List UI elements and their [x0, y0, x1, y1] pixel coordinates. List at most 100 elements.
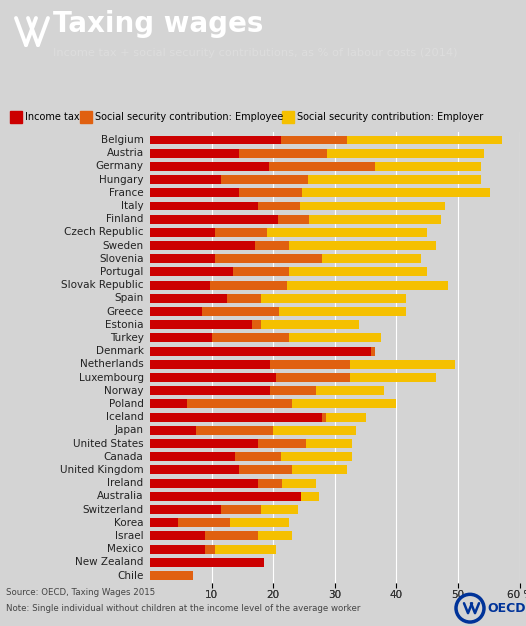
Bar: [150, 321, 251, 329]
Bar: [291, 466, 347, 475]
Bar: [308, 175, 481, 184]
Text: Canada: Canada: [104, 452, 144, 462]
Bar: [150, 545, 205, 553]
Text: Ireland: Ireland: [107, 478, 144, 488]
Bar: [269, 162, 375, 171]
Bar: [251, 321, 261, 329]
Bar: [80, 111, 92, 123]
Bar: [150, 202, 258, 210]
Bar: [258, 531, 291, 540]
Bar: [280, 135, 347, 145]
Bar: [150, 479, 258, 488]
Text: Germany: Germany: [96, 162, 144, 172]
Bar: [239, 466, 291, 475]
Text: Slovenia: Slovenia: [99, 254, 144, 264]
Text: Luxembourg: Luxembourg: [78, 372, 144, 382]
Bar: [233, 267, 289, 277]
Text: Spain: Spain: [114, 294, 144, 304]
Text: Korea: Korea: [114, 518, 144, 528]
Text: Norway: Norway: [104, 386, 144, 396]
Text: United States: United States: [73, 439, 144, 449]
Bar: [150, 531, 205, 540]
Text: Iceland: Iceland: [106, 412, 144, 422]
Bar: [150, 452, 235, 461]
Bar: [235, 452, 281, 461]
Bar: [205, 531, 258, 540]
Bar: [10, 111, 22, 123]
Bar: [239, 188, 302, 197]
Bar: [205, 545, 215, 553]
Text: Belgium: Belgium: [100, 135, 144, 145]
Bar: [370, 347, 375, 356]
Text: Czech Republic: Czech Republic: [64, 227, 144, 237]
Text: Hungary: Hungary: [99, 175, 144, 185]
Bar: [289, 267, 427, 277]
Bar: [301, 492, 319, 501]
Bar: [150, 439, 258, 448]
Bar: [150, 294, 227, 303]
Text: Denmark: Denmark: [96, 346, 144, 356]
Bar: [258, 202, 300, 210]
Bar: [178, 518, 230, 527]
Bar: [227, 294, 261, 303]
Text: Social security contribution: Employer: Social security contribution: Employer: [297, 112, 483, 122]
Bar: [150, 215, 278, 223]
Bar: [221, 505, 261, 514]
Text: Income tax + social security contributions, as % of labour costs (2014): Income tax + social security contributio…: [53, 48, 458, 58]
Bar: [347, 135, 502, 145]
Text: Australia: Australia: [97, 491, 144, 501]
Bar: [150, 334, 211, 342]
Text: Finland: Finland: [106, 214, 144, 224]
Bar: [239, 149, 327, 158]
Bar: [281, 452, 352, 461]
Bar: [278, 215, 309, 223]
Text: Note: Single individual without children at the income level of the average work: Note: Single individual without children…: [6, 604, 360, 613]
Bar: [150, 175, 221, 184]
Bar: [150, 558, 264, 567]
Text: Greece: Greece: [106, 307, 144, 317]
Bar: [279, 307, 406, 316]
Bar: [150, 386, 270, 395]
Bar: [150, 149, 239, 158]
Bar: [230, 518, 289, 527]
Bar: [326, 413, 366, 422]
Bar: [309, 215, 441, 223]
Bar: [258, 479, 282, 488]
Bar: [150, 280, 210, 290]
Bar: [258, 439, 306, 448]
Bar: [273, 426, 357, 435]
Bar: [150, 413, 322, 422]
Bar: [150, 399, 187, 408]
Bar: [150, 426, 196, 435]
Bar: [215, 545, 276, 553]
Bar: [350, 360, 455, 369]
Text: Income tax: Income tax: [25, 112, 79, 122]
Text: OECD: OECD: [487, 602, 525, 615]
Text: Netherlands: Netherlands: [80, 359, 144, 369]
Bar: [281, 111, 294, 123]
Text: New Zealand: New Zealand: [75, 557, 144, 567]
Bar: [211, 334, 289, 342]
Bar: [261, 505, 298, 514]
Bar: [350, 373, 437, 382]
Text: Taxing wages: Taxing wages: [53, 10, 264, 38]
Bar: [150, 254, 215, 264]
Bar: [196, 426, 273, 435]
Bar: [150, 188, 239, 197]
Bar: [287, 280, 448, 290]
Bar: [150, 162, 269, 171]
Bar: [322, 254, 421, 264]
Bar: [276, 373, 350, 382]
Text: Japan: Japan: [115, 425, 144, 435]
Bar: [150, 466, 239, 475]
Bar: [187, 399, 291, 408]
Bar: [210, 280, 287, 290]
Bar: [150, 267, 233, 277]
Text: Source: OECD, Taxing Wages 2015: Source: OECD, Taxing Wages 2015: [6, 588, 155, 597]
Text: Social security contribution: Employee: Social security contribution: Employee: [95, 112, 283, 122]
Bar: [302, 188, 490, 197]
Bar: [150, 135, 280, 145]
Bar: [215, 228, 267, 237]
Text: Chile: Chile: [117, 570, 144, 580]
Bar: [150, 360, 270, 369]
